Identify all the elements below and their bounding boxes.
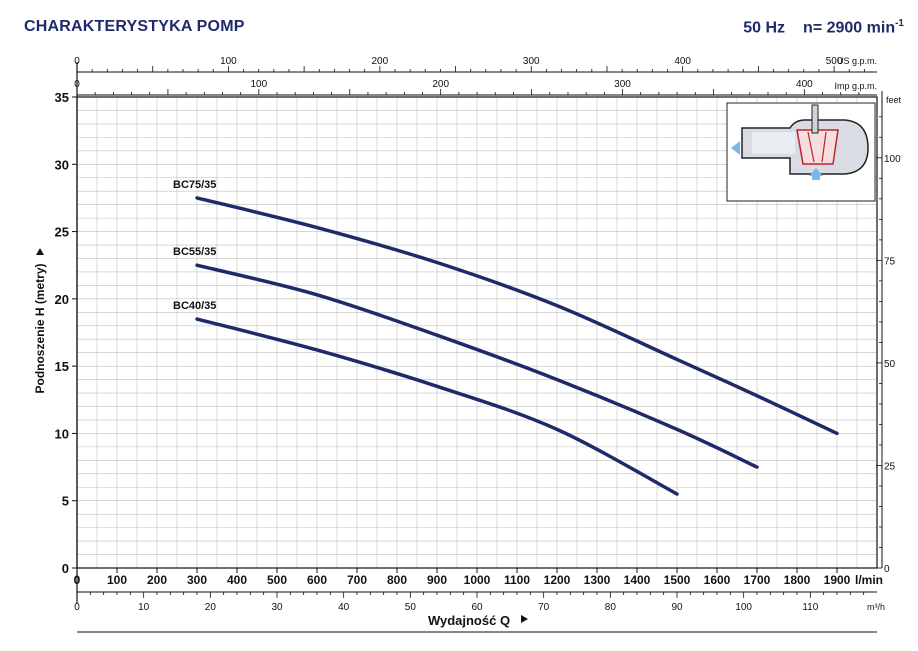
m3h-tick-label: 20 [205,602,217,613]
us-gpm-tick-label: 100 [220,56,237,67]
chart-grid [77,97,877,568]
m3h-unit-label: m³/h [867,602,885,612]
x-unit-label: l/min [855,573,883,587]
x-axis-title: Wydajność Q [428,613,510,628]
feet-tick-label: 100 [884,154,901,165]
y-axis-arrow-icon [36,248,44,255]
y-tick-label: 35 [55,90,69,105]
m3h-tick-label: 80 [605,602,617,613]
x-tick-label: 1600 [704,573,731,587]
imp-gpm-tick-label: 0 [74,79,80,90]
series-line-bc75-35 [195,196,839,436]
y-tick-label: 10 [55,426,69,441]
m3h-tick-label: 90 [671,602,683,613]
m3h-tick-label: 30 [271,602,283,613]
speed-exponent: -1 [895,18,904,29]
y-tick-label: 20 [55,292,69,307]
x-tick-label: 400 [227,573,247,587]
chart-axes [72,62,883,633]
x-tick-label: 900 [427,573,447,587]
imp-gpm-tick-label: 100 [250,79,267,90]
us-gpm-tick-label: 300 [523,56,540,67]
y-axis-title: Podnoszenie H (metry) [33,263,47,393]
feet-tick-label: 0 [884,564,890,575]
series-label: BC75/35 [173,179,216,191]
x-tick-label: 200 [147,573,167,587]
y-tick-label: 25 [55,225,69,240]
m3h-tick-label: 110 [802,602,818,613]
x-tick-label: 600 [307,573,327,587]
feet-tick-label: 75 [884,256,896,267]
y-tick-label: 30 [55,157,69,172]
x-tick-label: 0 [74,573,81,587]
x-tick-label: 1700 [744,573,771,587]
us-gpm-tick-label: 200 [371,56,388,67]
series-line-bc40-35 [195,317,679,496]
series-line-bc55-35 [195,263,759,469]
imp-gpm-tick-label: 300 [614,79,631,90]
m3h-tick-label: 100 [735,602,752,613]
y-tick-label: 15 [55,359,69,374]
m3h-tick-label: 0 [74,602,80,613]
x-tick-label: 300 [187,573,207,587]
y-tick-label: 5 [62,494,69,509]
x-tick-label: 500 [267,573,287,587]
us-gpm-tick-label: 500 [826,56,843,67]
x-tick-label: 700 [347,573,367,587]
x-tick-label: 1900 [824,573,851,587]
feet-tick-label: 50 [884,359,896,370]
x-tick-label: 100 [107,573,127,587]
m3h-tick-label: 50 [405,602,417,613]
x-tick-label: 1100 [504,573,530,587]
feet-tick-label: 25 [884,461,896,472]
frequency-label: 50 Hz [743,19,786,37]
m3h-tick-label: 10 [138,602,150,613]
series-label: BC40/35 [173,300,216,312]
x-tick-label: 800 [387,573,407,587]
pump-diagram-icon [726,102,876,202]
x-tick-label: 1400 [624,573,651,587]
x-tick-label: 1500 [664,573,691,587]
x-axis-arrow-icon [521,615,528,623]
imp-gpm-tick-label: 200 [432,79,449,90]
header-specs: 50 Hz n= 2900 min-1 [743,18,904,37]
x-tick-label: 1000 [464,573,491,587]
series-label: BC55/35 [173,246,216,258]
x-tick-label: 1200 [544,573,571,587]
us-gpm-unit-label: US g.p.m. [837,56,877,66]
feet-unit-label: feet [886,95,902,105]
us-gpm-tick-label: 400 [674,56,691,67]
imp-gpm-tick-label: 400 [796,79,813,90]
y-tick-label: 0 [62,561,69,576]
x-tick-label: 1800 [784,573,811,587]
page-title: CHARAKTERYSTYKA POMP [24,18,245,35]
chart-curves [195,196,839,496]
m3h-tick-label: 40 [338,602,350,613]
m3h-tick-label: 60 [471,602,483,613]
speed-label: n= 2900 min [803,19,896,37]
us-gpm-tick-label: 0 [74,56,80,67]
imp-gpm-unit-label: Imp g.p.m. [834,81,877,91]
m3h-tick-label: 70 [538,602,550,613]
x-tick-label: 1300 [584,573,611,587]
